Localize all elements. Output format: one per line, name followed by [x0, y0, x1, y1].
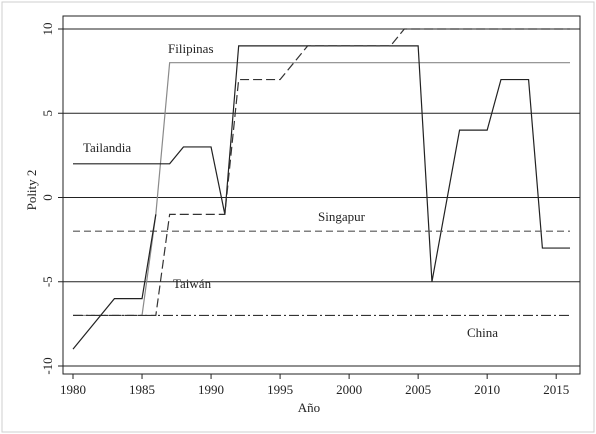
label-filipinas: Filipinas: [168, 41, 214, 56]
y-axis-title: Polity 2: [24, 170, 39, 211]
series-line-taiw-n: [73, 28, 570, 317]
x-tick-label: 2005: [405, 382, 431, 397]
x-tick-label: 1990: [198, 382, 224, 397]
label-taiwan: Taiwán: [173, 276, 212, 291]
x-tick-label: 2000: [336, 382, 362, 397]
y-tick-label: 0: [40, 194, 55, 201]
y-tick-label: -10: [40, 357, 55, 374]
y-tick-label: 10: [40, 23, 55, 36]
y-tick-label: -5: [40, 276, 55, 287]
label-china: China: [467, 325, 498, 340]
x-axis: 1980 1985 1990 1995 2000 2005 2010 2015: [60, 374, 569, 397]
x-axis-title: Año: [298, 400, 320, 415]
grid: [63, 28, 580, 367]
series-group: [72, 28, 570, 350]
x-tick-label: 1995: [267, 382, 293, 397]
series-line-segment-5: [72, 214, 157, 350]
label-singapur: Singapur: [318, 209, 366, 224]
series-line-tailandia: [73, 45, 570, 282]
x-tick-label: 1985: [129, 382, 155, 397]
y-axis: -10 -5 0 5 10: [40, 23, 63, 375]
x-tick-label: 2015: [543, 382, 569, 397]
x-tick-label: 1980: [60, 382, 86, 397]
x-tick-label: 2010: [474, 382, 500, 397]
y-tick-label: 5: [40, 110, 55, 117]
label-tailandia: Tailandia: [83, 140, 131, 155]
plot-frame: [62, 15, 581, 375]
